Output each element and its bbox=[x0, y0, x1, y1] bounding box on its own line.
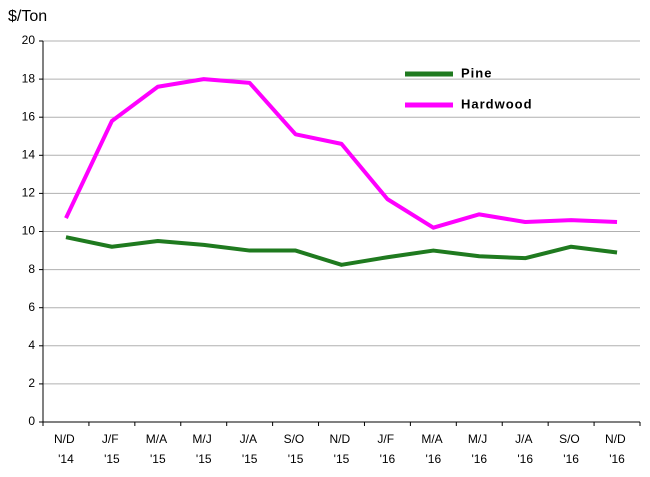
x-tick-label: M/J '16 bbox=[468, 432, 491, 466]
y-tick-label: 6 bbox=[28, 300, 35, 314]
x-tick-label: N/D '16 bbox=[605, 432, 629, 466]
x-tick-label: M/J '15 bbox=[192, 432, 215, 466]
y-tick-label: 14 bbox=[22, 147, 36, 161]
series-line bbox=[65, 235, 618, 267]
y-tick-label: 8 bbox=[28, 262, 35, 276]
x-tick-label: J/F '15 bbox=[102, 432, 122, 466]
y-tick-label: 16 bbox=[22, 109, 36, 123]
y-axis-label: $/Ton bbox=[8, 8, 47, 25]
legend-label: Hardwood bbox=[461, 96, 533, 111]
y-tick-label: 10 bbox=[22, 224, 36, 238]
y-tick-label: 12 bbox=[22, 186, 36, 200]
x-tick-label: M/A '16 bbox=[421, 432, 445, 466]
x-tick-label: N/D '14 bbox=[54, 432, 78, 466]
legend-label: Pine bbox=[461, 65, 492, 80]
x-tick-label: N/D '15 bbox=[330, 432, 354, 466]
y-tick-label: 18 bbox=[22, 71, 36, 85]
x-tick-label: J/F '16 bbox=[377, 432, 397, 466]
y-tick-label: 2 bbox=[28, 376, 35, 390]
y-tick-label: 0 bbox=[28, 414, 35, 428]
x-tick-label: J/A '16 bbox=[515, 432, 535, 466]
y-tick-label: 20 bbox=[22, 33, 36, 47]
series-line bbox=[64, 77, 618, 230]
x-tick-label: M/A '15 bbox=[146, 432, 170, 466]
x-tick-label: S/O '15 bbox=[284, 432, 308, 466]
x-tick-label: S/O '16 bbox=[559, 432, 583, 466]
x-tick-label: J/A '15 bbox=[240, 432, 260, 466]
y-tick-label: 4 bbox=[28, 338, 35, 352]
